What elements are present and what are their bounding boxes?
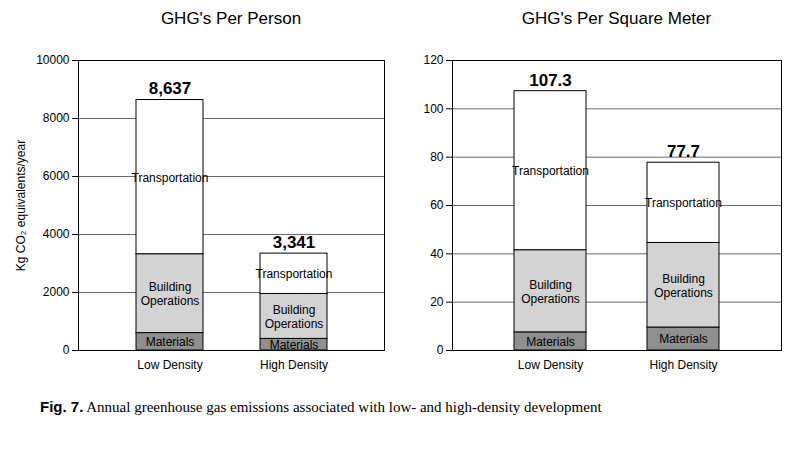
svg-text:Materials: Materials (269, 338, 319, 353)
svg-text:60: 60 (430, 198, 444, 212)
svg-text:BuildingOperations: BuildingOperations (265, 303, 324, 331)
svg-text:BuildingOperations: BuildingOperations (654, 272, 713, 300)
svg-text:High Density: High Density (260, 358, 328, 372)
svg-text:Materials: Materials (659, 332, 708, 346)
svg-text:120: 120 (423, 53, 443, 67)
svg-text:High Density: High Density (649, 358, 717, 372)
svg-text:2000: 2000 (43, 285, 70, 299)
svg-text:Kg CO₂ equivalents/year: Kg CO₂ equivalents/year (14, 140, 28, 271)
svg-text:80: 80 (430, 150, 444, 164)
svg-text:Transportation: Transportation (132, 171, 209, 185)
svg-text:3,341: 3,341 (273, 233, 316, 252)
svg-text:4000: 4000 (43, 227, 70, 241)
svg-text:0: 0 (63, 343, 70, 357)
svg-text:Low Density: Low Density (137, 358, 202, 372)
svg-text:BuildingOperations: BuildingOperations (141, 280, 200, 308)
svg-text:Transportation: Transportation (256, 267, 333, 281)
svg-text:8,637: 8,637 (149, 79, 192, 98)
svg-text:Transportation: Transportation (512, 164, 589, 178)
svg-text:BuildingOperations: BuildingOperations (521, 278, 580, 306)
svg-text:Materials: Materials (146, 335, 195, 349)
html-text:GHG's Per Square Meter: GHG's Per Square Meter (521, 9, 712, 28)
svg-text:77.7: 77.7 (667, 142, 700, 161)
svg-text:40: 40 (430, 247, 444, 261)
svg-text:10000: 10000 (36, 53, 70, 67)
svg-text:Materials: Materials (526, 335, 575, 349)
svg-text:6000: 6000 (43, 169, 70, 183)
svg-text:Transportation: Transportation (645, 196, 722, 210)
html-text:GHG's Per Person: GHG's Per Person (160, 9, 302, 28)
svg-text:107.3: 107.3 (529, 71, 572, 90)
svg-text:Low Density: Low Density (518, 358, 583, 372)
html-text:Fig. 7. Annual greenhouse gas: Fig. 7. Annual greenhouse gas emissions … (40, 398, 602, 415)
svg-text:100: 100 (423, 102, 443, 116)
svg-text:20: 20 (430, 295, 444, 309)
svg-text:8000: 8000 (43, 111, 70, 125)
svg-text:0: 0 (437, 343, 444, 357)
